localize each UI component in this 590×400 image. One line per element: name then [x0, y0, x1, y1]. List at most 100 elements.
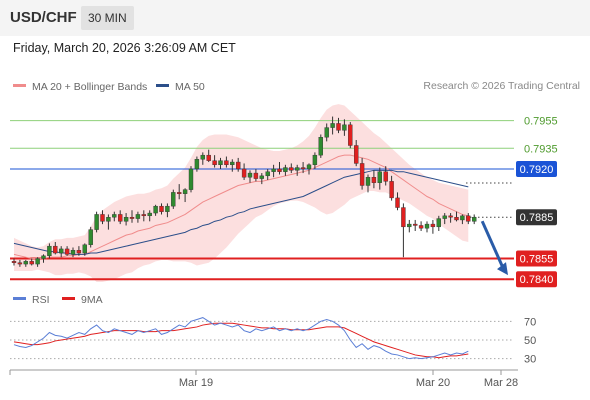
candle-body [371, 177, 377, 183]
candle-body [418, 225, 424, 229]
candle-body [224, 160, 229, 166]
level-label-0.7955: 0.7955 [524, 116, 558, 128]
timeframe-button[interactable]: 30 MIN [81, 6, 134, 30]
candle-body [129, 216, 135, 219]
ma50-legend-label: MA 50 [175, 81, 205, 93]
level-tag-0.7920 [516, 160, 557, 177]
candle-body [265, 171, 270, 177]
credit-text: Research © 2026 Trading Central [423, 80, 580, 92]
rsi-level-label-70: 70 [524, 316, 536, 328]
candle-body [218, 160, 223, 166]
candle-body [241, 168, 247, 178]
bollinger-band [14, 104, 469, 283]
candle-body [253, 172, 259, 179]
candle-body [123, 216, 129, 222]
candle-body [348, 124, 353, 146]
candle-body [112, 214, 117, 218]
forecast-arrow-head [497, 262, 508, 276]
candle-body [466, 215, 471, 222]
candle-body [324, 127, 329, 138]
candle-body [330, 123, 335, 128]
candle-body [159, 205, 164, 212]
level-tag-0.7855 [516, 250, 557, 267]
ma50-legend-swatch [156, 84, 169, 87]
ma9-legend-swatch [62, 297, 75, 300]
candle-body [472, 216, 477, 222]
candle-body [365, 177, 371, 186]
candle-body [342, 124, 347, 131]
candle-body [100, 214, 105, 222]
candle-body [76, 250, 82, 254]
candle-body [448, 215, 453, 218]
ma9-line [13, 322, 469, 359]
candle-body [430, 223, 436, 228]
x-axis-label-Mar-28: Mar 28 [484, 377, 518, 389]
level-label-0.7855: 0.7855 [520, 254, 554, 266]
candle-body [259, 175, 264, 179]
ma9-legend-label: 9MA [81, 294, 103, 306]
candle-body [460, 215, 465, 221]
level-label-0.7840: 0.7840 [520, 274, 554, 286]
x-axis-label-Mar-19: Mar 19 [179, 377, 213, 389]
candle-body [23, 261, 28, 265]
candle-body [424, 223, 430, 229]
candle-body [165, 205, 170, 212]
x-axis-label-Mar-20: Mar 20 [416, 377, 450, 389]
date-line: Friday, March 20, 2026 3:26:09 AM CET [13, 41, 236, 55]
candle-body [206, 154, 211, 161]
bollinger-legend-swatch [13, 84, 26, 87]
candle-body [247, 172, 253, 178]
candle-body [47, 245, 52, 257]
candle-body [413, 223, 418, 226]
candle-body [59, 248, 64, 254]
candle-body [194, 159, 200, 170]
rsi-legend-swatch [13, 297, 26, 300]
rsi-level-label-50: 50 [524, 335, 536, 347]
symbol-title: USD/CHF [10, 9, 77, 26]
candle-body [171, 192, 176, 207]
candle-body [41, 255, 46, 259]
candle-body [359, 163, 365, 186]
bollinger-legend-label: MA 20 + Bollinger Bands [32, 81, 147, 93]
candle-body [354, 145, 359, 164]
candle-body [377, 171, 382, 183]
candle-body [454, 216, 459, 221]
candle-body [70, 250, 76, 255]
candle-body [336, 123, 341, 131]
candle-body [283, 167, 288, 172]
header-bar: USD/CHF 30 MIN [0, 0, 590, 36]
ma20-line [13, 154, 469, 260]
candle-body [318, 137, 323, 156]
candle-body [395, 197, 400, 208]
candle-body [35, 258, 40, 265]
candle-body [141, 214, 147, 217]
level-tag-0.7840 [516, 271, 557, 288]
candle-body [94, 214, 99, 230]
candle-body [300, 167, 306, 170]
candle-body [117, 214, 123, 222]
candle-body [64, 248, 70, 255]
candle-body [176, 192, 182, 194]
candle-body [17, 262, 23, 265]
rsi-level-label-30: 30 [524, 354, 536, 366]
rsi-line [13, 317, 469, 360]
ma50-line [13, 169, 469, 255]
level-label-0.7920: 0.7920 [520, 164, 554, 176]
candle-body [11, 261, 17, 263]
rsi-legend-label: RSI [32, 294, 50, 306]
candle-body [407, 223, 412, 228]
candle-body [82, 244, 88, 254]
candle-body [230, 161, 235, 166]
candle-body [147, 212, 152, 217]
level-label-0.7885: 0.7885 [520, 212, 554, 224]
candle-body [188, 168, 194, 190]
forecast-arrow-shaft [480, 220, 506, 271]
candle-body [135, 214, 141, 219]
candle-body [436, 218, 441, 228]
candle-body [235, 161, 241, 170]
candle-body [442, 215, 447, 219]
candle-body [306, 164, 312, 170]
candle-body [29, 261, 34, 265]
candle-body [106, 216, 111, 222]
candle-body [312, 154, 318, 166]
